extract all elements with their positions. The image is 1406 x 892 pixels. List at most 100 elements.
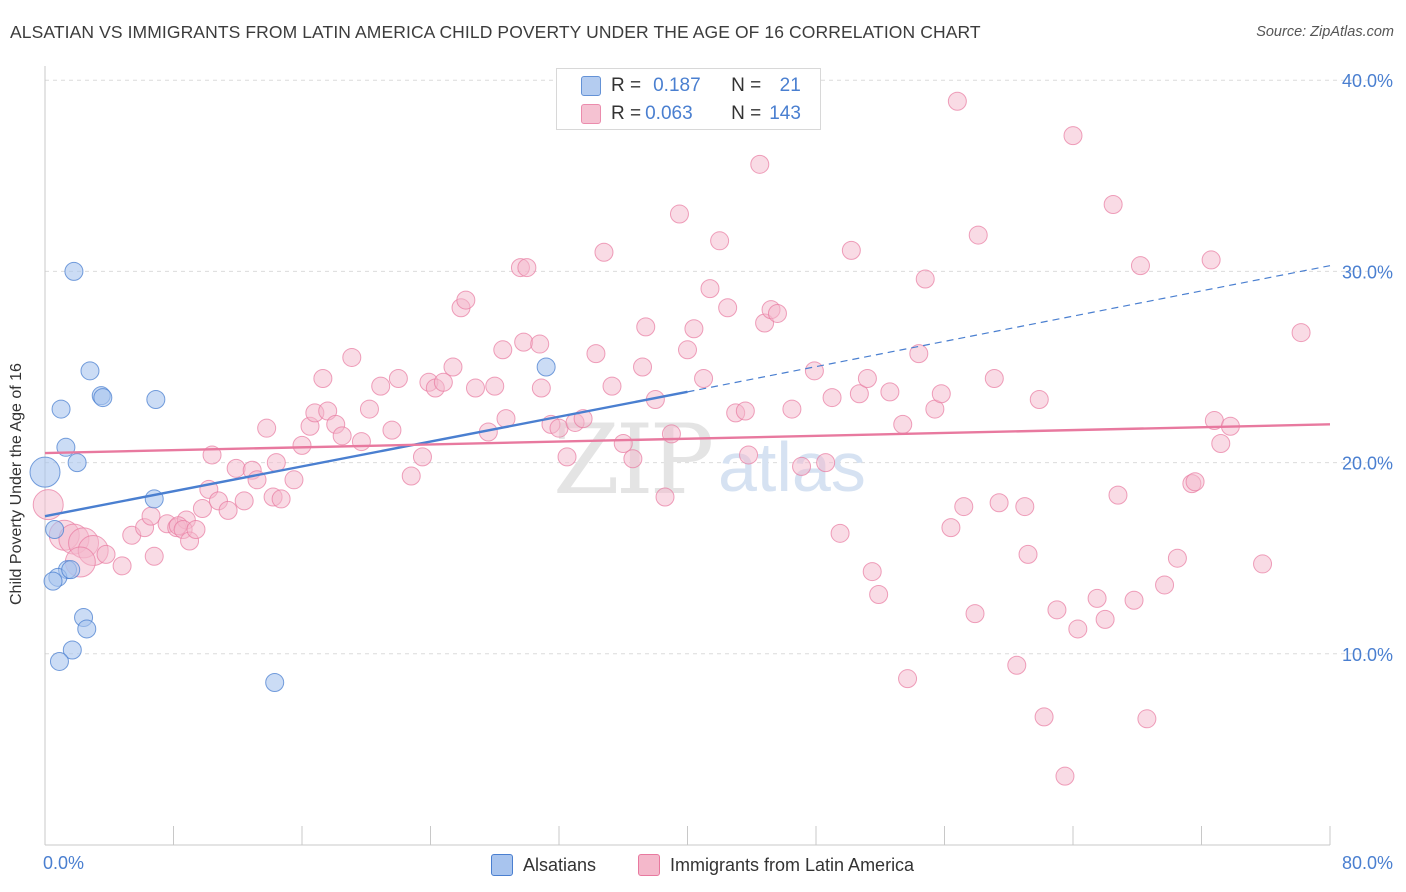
latin-point [898,669,918,689]
r-value-alsatians: 0.187 [653,75,701,96]
latin-point [493,340,513,360]
latin-point [1201,250,1221,270]
legend-row-latin: R = 0.063 N = 143 [581,102,809,126]
n-label: N = [731,103,762,124]
latin-point [313,368,333,388]
latin-point [792,456,812,476]
latin-point [1068,619,1088,639]
latin-point [371,376,391,396]
latin-point [1029,390,1049,410]
latin-point [531,378,551,398]
latin-point [1137,709,1157,729]
x-tick-label: 0.0% [43,853,84,873]
latin-point [1047,600,1067,620]
alsatian-point [67,453,87,473]
latin-point [359,399,379,419]
latin-trend-line [44,423,1331,455]
alsatians-legend-label: Alsatians [523,854,597,875]
latin-point [1015,497,1035,517]
latin-point [989,493,1009,513]
latin-point [636,317,656,337]
latin-point [292,435,312,455]
latin-point [1155,575,1175,595]
latin-point [869,585,889,605]
latin-point [718,298,738,318]
latin-point [1018,544,1038,564]
n-label: N = [731,75,762,96]
y-tick-label: 40.0% [1342,71,1393,91]
latin-point [485,376,505,396]
alsatian-point [265,672,285,692]
latin-point [257,418,277,438]
latin-point [351,432,371,452]
latin-point [218,500,238,520]
stats-legend: R = 0.187 N = 21 R = 0.063 N = 143 [556,68,821,130]
latin-point [849,384,869,404]
latin-america-points [32,91,1311,786]
latin-point [750,154,770,174]
latin-point [514,332,534,352]
latin-point [909,344,929,364]
latin-point [388,368,408,388]
latin-point [694,368,714,388]
latin-point [954,497,974,517]
latin-point [623,449,643,469]
latin-point [893,414,913,434]
latin-point [1185,472,1205,492]
latin-point [931,384,951,404]
r-label: R = [611,75,642,96]
latin-point [915,269,935,289]
latin-point [700,279,720,299]
latin-point [1124,590,1144,610]
latin-point [192,498,212,518]
alsatian-point [93,388,113,408]
latin-point [1103,194,1123,214]
latin-point [266,453,286,473]
alsatian-point [62,640,82,660]
latin-point [880,382,900,402]
alsatian-point [77,619,97,639]
r-value-latin: 0.063 [645,103,693,124]
latin-point [669,204,689,224]
bottom-legend-alsatians: Alsatians [491,852,596,878]
bottom-legend-latin: Immigrants from Latin America [638,852,914,878]
y-axis-label: Child Poverty Under the Age of 16 [8,363,25,605]
latin-point [830,523,850,543]
watermark-atlas: atlas [718,428,866,506]
tick-labels: 10.0% 20.0% 30.0% 40.0% 0.0% 80.0% [43,71,1393,873]
latin-point [1130,256,1150,276]
latin-point [1055,766,1075,786]
latin-point [633,357,653,377]
latin-point [968,225,988,245]
latin-point [1291,323,1311,343]
latin-point [1108,485,1128,505]
latin-point [456,290,476,310]
latin-point [710,231,730,251]
alsatian-point [80,361,100,381]
latin-point [284,470,304,490]
latin-point [549,418,569,438]
latin-point [1007,655,1027,675]
latin-point [782,399,802,419]
alsatians-legend-swatch [491,854,513,876]
x-tick-label: 80.0% [1342,853,1393,873]
axes [44,66,1331,846]
latin-point [517,258,537,278]
latin-point [841,240,861,260]
latin-point [613,433,633,453]
source-label: Source: ZipAtlas.com [1256,24,1394,40]
latin-point [342,347,362,367]
y-tick-label: 20.0% [1342,454,1393,474]
grid-lines [45,79,1368,655]
latin-point [271,489,291,509]
latin-point [1211,433,1231,453]
latin-point [530,334,550,354]
latin-point [141,506,161,526]
latin-point [684,319,704,339]
latin-point [804,361,824,381]
latin-point [465,378,485,398]
r-label: R = [611,103,642,124]
latin-point [586,344,606,364]
chart-title: ALSATIAN VS IMMIGRANTS FROM LATIN AMERIC… [10,22,981,42]
